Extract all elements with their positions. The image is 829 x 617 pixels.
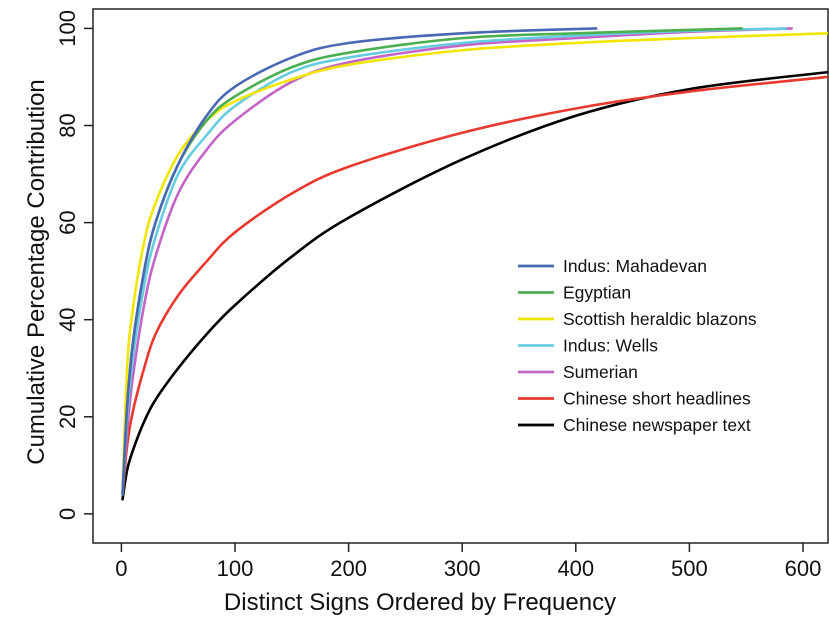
y-tick-label: 60 (55, 210, 80, 234)
legend: Indus: Mahadevan Egyptian Scottish heraldi… (518, 256, 757, 435)
y-tick-label: 20 (55, 405, 80, 429)
series-lines (121, 27, 828, 501)
legend-label: Indus: Mahadevan (563, 256, 707, 276)
x-axis-title: Distinct Signs Ordered by Frequency (224, 589, 616, 616)
axes: 0 100 200 300 400 500 600 0 20 40 60 80 100 (55, 8, 829, 581)
series-line-sumerian (121, 27, 793, 496)
y-tick-label: 80 (55, 113, 80, 137)
series-line-chinese-short-headlines (121, 75, 828, 496)
y-tick-label: 100 (55, 10, 80, 47)
x-tick-label: 500 (671, 556, 708, 581)
x-tick-label: 100 (217, 556, 254, 581)
series-line-chinese-newspaper-text (121, 70, 828, 501)
legend-label: Indus: Wells (563, 336, 658, 356)
y-axis-title: Cumulative Percentage Contribution (23, 79, 50, 465)
x-tick-label: 600 (785, 556, 822, 581)
x-tick-label: 0 (115, 556, 127, 581)
series-line-scottish-heraldic-blazons (121, 31, 828, 496)
x-tick-label: 400 (557, 556, 594, 581)
legend-label: Chinese newspaper text (563, 415, 751, 435)
y-tick-label: 0 (55, 508, 80, 520)
series-line-indus-wells (121, 27, 788, 496)
legend-label: Scottish heraldic blazons (563, 309, 757, 329)
x-tick-label: 200 (330, 556, 367, 581)
series-group (121, 27, 828, 501)
series-line-indus-mahadevan (121, 27, 598, 496)
y-tick-label: 40 (55, 307, 80, 331)
legend-label: Chinese short headlines (563, 389, 751, 409)
x-tick-label: 300 (444, 556, 481, 581)
legend-label: Egyptian (563, 283, 631, 303)
legend-label: Sumerian (563, 362, 638, 382)
plot-frame (92, 8, 829, 544)
